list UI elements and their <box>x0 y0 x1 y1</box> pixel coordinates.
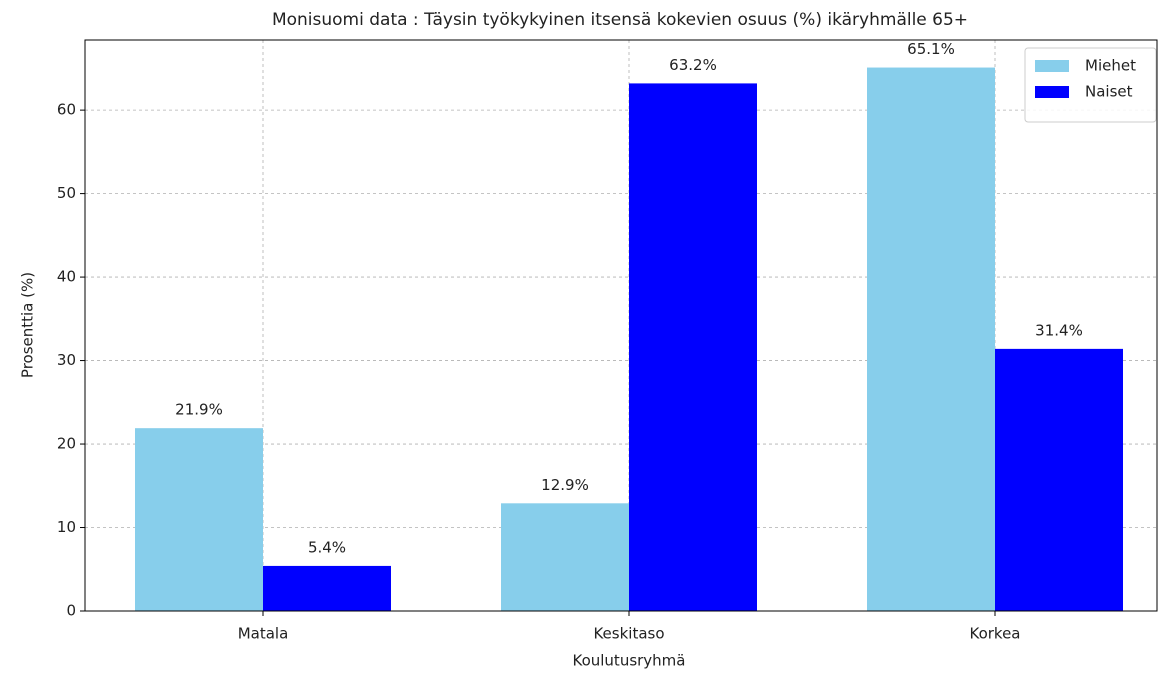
data-label: 65.1% <box>907 40 955 58</box>
legend-label: Miehet <box>1085 57 1136 75</box>
data-label: 21.9% <box>175 401 223 419</box>
bar <box>501 503 629 611</box>
x-axis-label: Koulutusryhmä <box>572 652 685 670</box>
legend: Miehet Naiset <box>1024 47 1157 123</box>
y-tick-label: 60 <box>57 101 76 119</box>
y-tick-label: 30 <box>57 351 76 369</box>
data-label: 12.9% <box>541 476 589 494</box>
y-axis-label: Prosenttia (%) <box>19 272 37 378</box>
chart-title: Monisuomi data : Täysin työkykyinen itse… <box>272 10 968 30</box>
y-tick-label: 40 <box>57 268 76 286</box>
data-label: 63.2% <box>669 56 717 74</box>
bar <box>995 348 1123 611</box>
x-tick-label: Korkea <box>969 625 1020 643</box>
legend-label: Naiset <box>1085 83 1133 101</box>
data-label: 31.4% <box>1035 321 1083 339</box>
y-tick-label: 10 <box>57 518 76 536</box>
data-label: 5.4% <box>308 538 346 556</box>
x-tick-label: Keskitaso <box>593 625 664 643</box>
legend-swatch <box>1035 60 1069 72</box>
bar <box>135 428 263 611</box>
bar <box>867 67 995 612</box>
y-tick-label: 50 <box>57 184 76 202</box>
y-tick-label: 0 <box>66 602 76 620</box>
bar <box>629 83 757 611</box>
bar <box>263 565 391 611</box>
legend-swatch <box>1035 86 1069 98</box>
y-tick-label: 20 <box>57 435 76 453</box>
plot-frame <box>84 39 1158 612</box>
x-tick-label: Matala <box>238 625 289 643</box>
